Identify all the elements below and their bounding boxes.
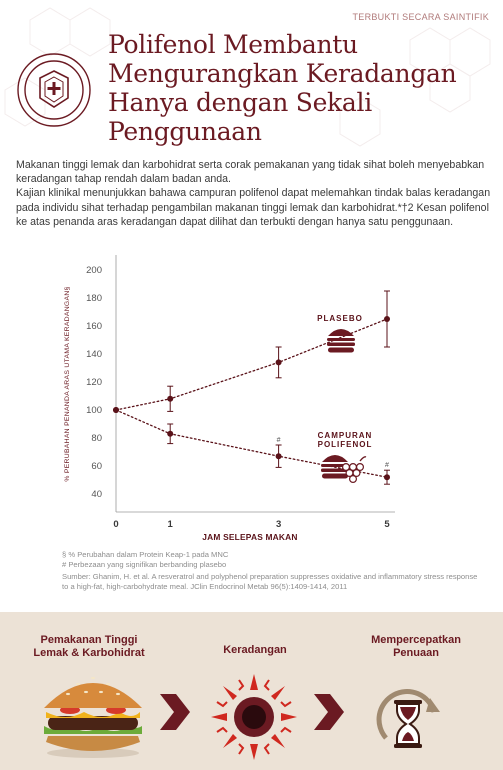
inflammation-burst-icon [211,674,297,760]
x-axis-title: JAM SELEPAS MAKAN [202,532,297,542]
legend-campuran-polifenol-line1: CAMPURAN [318,431,373,440]
legend-plasebo: PLASEBO [317,314,363,323]
flow-step-1-line-1: Pemakanan Tinggi [40,634,138,646]
significance-marker: # [385,462,389,469]
source-citation: Sumber: Ghanim, H. et al. A resveratrol … [62,572,478,591]
x-tick-label: 1 [168,519,174,530]
data-point [275,359,282,366]
data-point [113,407,119,413]
data-point [167,395,174,402]
flow-step-3-line-2: Penuaan [393,647,439,659]
intro-paragraph-2: Kajian klinikal menunjukkan bahawa campu… [16,187,491,228]
page-title: Polifenol Membantu Mengurangkan Keradang… [108,30,457,146]
x-tick-label: 0 [113,519,118,530]
data-point [167,430,174,437]
x-tick-label: 5 [384,519,390,530]
y-tick-label: 180 [86,293,102,304]
flow-step-2-label: Keradangan [223,644,287,656]
shield-emblem-icon [16,52,92,128]
hexagon-pattern-decoration [4,7,491,147]
y-tick-label: 60 [91,461,102,472]
y-tick-label: 200 [86,265,102,276]
burger-icon [327,329,355,353]
intro-text: Makanan tinggi lemak dan karbohidrat ser… [16,158,492,229]
data-point [384,316,390,322]
legend-campuran-polifenol-line2: POLIFENOL [318,440,373,449]
y-tick-label: 100 [86,405,102,416]
flow-step-3-label: Mempercepatkan Penuaan [336,634,496,660]
footnote-2: # Perbezaan yang signifikan berbanding p… [62,559,227,569]
chart-footnotes: § % Perubahan dalam Protein Keap-1 pada … [62,550,482,591]
intro-paragraph-1: Makanan tinggi lemak dan karbohidrat ser… [16,159,485,186]
data-point [275,453,282,460]
y-axis-title: % PERUBAHAN PENANDA ARAS UTAMA KERADANGA… [64,286,71,481]
arrow-right-icon [314,694,344,730]
tagline: TERBUKTI SECARA SAINTIFIK [352,12,489,22]
footnote-1: § % Perubahan dalam Protein Keap-1 pada … [62,550,229,559]
inflammation-line-chart: 40 60 80 100 120 140 160 180 200 % PERUBAHAN PEN… [64,255,395,542]
x-tick-label: 3 [276,519,281,530]
data-point [384,474,390,481]
flow-step-1-label: Pemakanan Tinggi Lemak & Karbohidrat [14,634,164,660]
y-tick-label: 120 [86,377,102,388]
hamburger-illustration [44,676,142,758]
flow-step-1-line-2: Lemak & Karbohidrat [33,647,145,659]
flow-step-3-line-1: Mempercepatkan [371,634,461,646]
burger-with-grapes-icon [321,455,367,484]
y-tick-label: 140 [86,349,102,360]
process-flow-band: Pemakanan Tinggi Lemak & Karbohidrat Ker… [0,612,503,770]
y-tick-label: 160 [86,321,102,332]
y-tick-label: 40 [91,489,102,500]
arrow-right-icon [160,694,190,730]
significance-marker: # [277,437,281,444]
hourglass-aging-icon [376,689,440,748]
y-tick-label: 80 [91,433,102,444]
series-line-campuran-polifenol [115,409,388,478]
